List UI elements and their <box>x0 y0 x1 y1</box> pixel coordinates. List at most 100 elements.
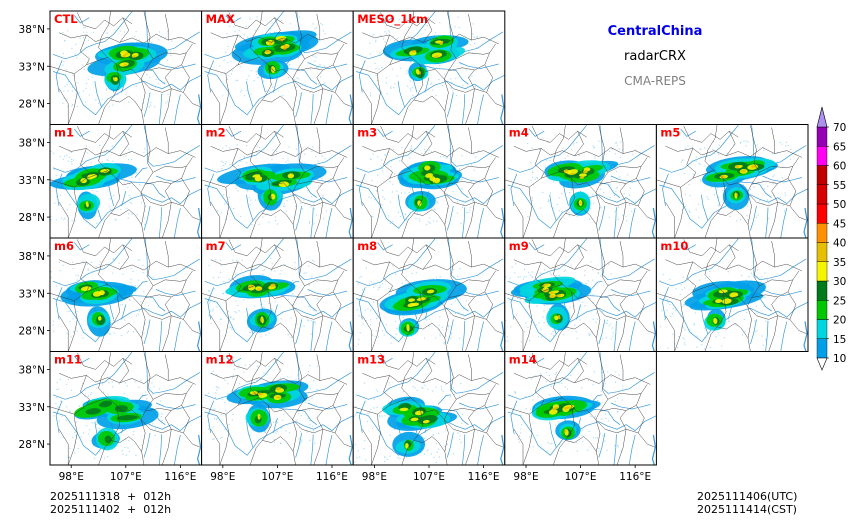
echo-speck <box>772 183 774 185</box>
echo-speck <box>432 278 434 280</box>
coast-line <box>651 207 657 238</box>
echo-speck <box>376 389 378 391</box>
echo-speck <box>56 397 58 399</box>
echo-speck <box>226 37 228 39</box>
echo-speck <box>120 208 122 211</box>
echo-speck <box>419 220 421 222</box>
coast-line <box>500 321 505 352</box>
echo-speck <box>384 31 386 33</box>
border-line <box>456 393 490 400</box>
border-line <box>616 384 648 465</box>
echo-speck <box>358 338 360 341</box>
echo-speck <box>287 298 290 300</box>
echo-speck <box>58 261 60 264</box>
echo-speck <box>97 102 100 104</box>
echo-speck <box>439 276 441 278</box>
river-line <box>307 62 348 69</box>
echo-speck <box>558 274 560 276</box>
echo-speck <box>57 406 59 408</box>
echo-speck <box>147 305 150 307</box>
echo-speck <box>130 278 132 280</box>
echo-speck <box>614 210 616 212</box>
echo-speck <box>440 156 442 158</box>
river-line <box>173 208 181 238</box>
echo-speck <box>309 419 311 421</box>
echo-speck <box>379 286 381 289</box>
echo-speck <box>227 78 229 80</box>
echo-speck <box>594 155 596 157</box>
border-line <box>80 375 90 406</box>
echo-speck <box>83 31 85 33</box>
echo-speck <box>370 298 372 300</box>
echo-speck <box>141 102 144 104</box>
echo-35dbz <box>123 63 127 66</box>
echo-speck <box>540 328 542 330</box>
border-line <box>443 238 457 352</box>
echo-speck <box>529 408 531 410</box>
border-line <box>271 244 281 270</box>
border-line <box>768 157 800 238</box>
border-line <box>161 270 193 352</box>
echo-speck <box>237 165 240 167</box>
echo-speck <box>313 321 315 323</box>
echo-speck <box>473 153 475 155</box>
echo-speck <box>101 38 104 41</box>
echo-speck <box>591 331 593 333</box>
echo-speck <box>588 295 590 297</box>
echo-speck <box>61 217 63 219</box>
echo-speck <box>384 415 386 417</box>
echo-speck <box>390 342 392 344</box>
border-line <box>380 12 436 30</box>
valid-time-utc: 2025111406(UTC) <box>697 490 798 503</box>
echo-speck <box>706 196 708 198</box>
panel-map-m6 <box>50 238 202 352</box>
echo-speck <box>212 277 215 279</box>
echo-speck <box>707 198 709 200</box>
echo-speck <box>416 389 418 392</box>
echo-speck <box>71 161 73 163</box>
echo-speck <box>381 159 383 161</box>
echo-speck <box>354 444 356 446</box>
echo-speck <box>382 189 384 191</box>
echo-speck <box>379 416 381 418</box>
panel-label-MAX: MAX <box>206 12 235 26</box>
echo-speck <box>439 65 441 67</box>
echo-speck <box>713 194 715 196</box>
echo-speck <box>452 150 455 152</box>
echo-speck <box>527 215 529 217</box>
echo-speck <box>571 189 573 191</box>
panel-m8: m8 <box>352 237 506 352</box>
echo-speck <box>237 149 239 151</box>
ytick-label: 28°N <box>19 439 45 451</box>
echo-speck <box>323 82 325 84</box>
echo-speck <box>222 37 224 39</box>
echo-35dbz <box>556 294 562 297</box>
echo-speck <box>269 427 271 429</box>
panel-m6: m6 <box>49 237 203 352</box>
echo-speck <box>378 415 380 417</box>
echo-speck <box>217 276 220 278</box>
echo-speck <box>762 344 764 346</box>
echo-30dbz <box>92 291 102 297</box>
border-line <box>228 239 284 257</box>
echo-speck <box>558 443 561 446</box>
echo-speck <box>91 261 93 263</box>
border-line <box>98 322 142 352</box>
echo-speck <box>612 148 614 150</box>
echo-speck <box>132 331 134 333</box>
border-line <box>210 259 348 272</box>
echo-speck <box>438 78 440 80</box>
echo-speck <box>265 90 267 92</box>
border-line <box>98 238 142 307</box>
border-line <box>119 131 130 157</box>
echo-speck <box>362 289 364 291</box>
echo-speck <box>246 79 248 81</box>
echo-speck <box>130 159 133 161</box>
border-line <box>249 125 293 193</box>
border-line <box>292 419 323 434</box>
border-line <box>362 372 499 385</box>
colorbar-label-65: 65 <box>833 141 846 153</box>
echo-30dbz <box>729 292 739 298</box>
echo-speck <box>609 184 611 186</box>
echo-30dbz <box>270 193 276 200</box>
